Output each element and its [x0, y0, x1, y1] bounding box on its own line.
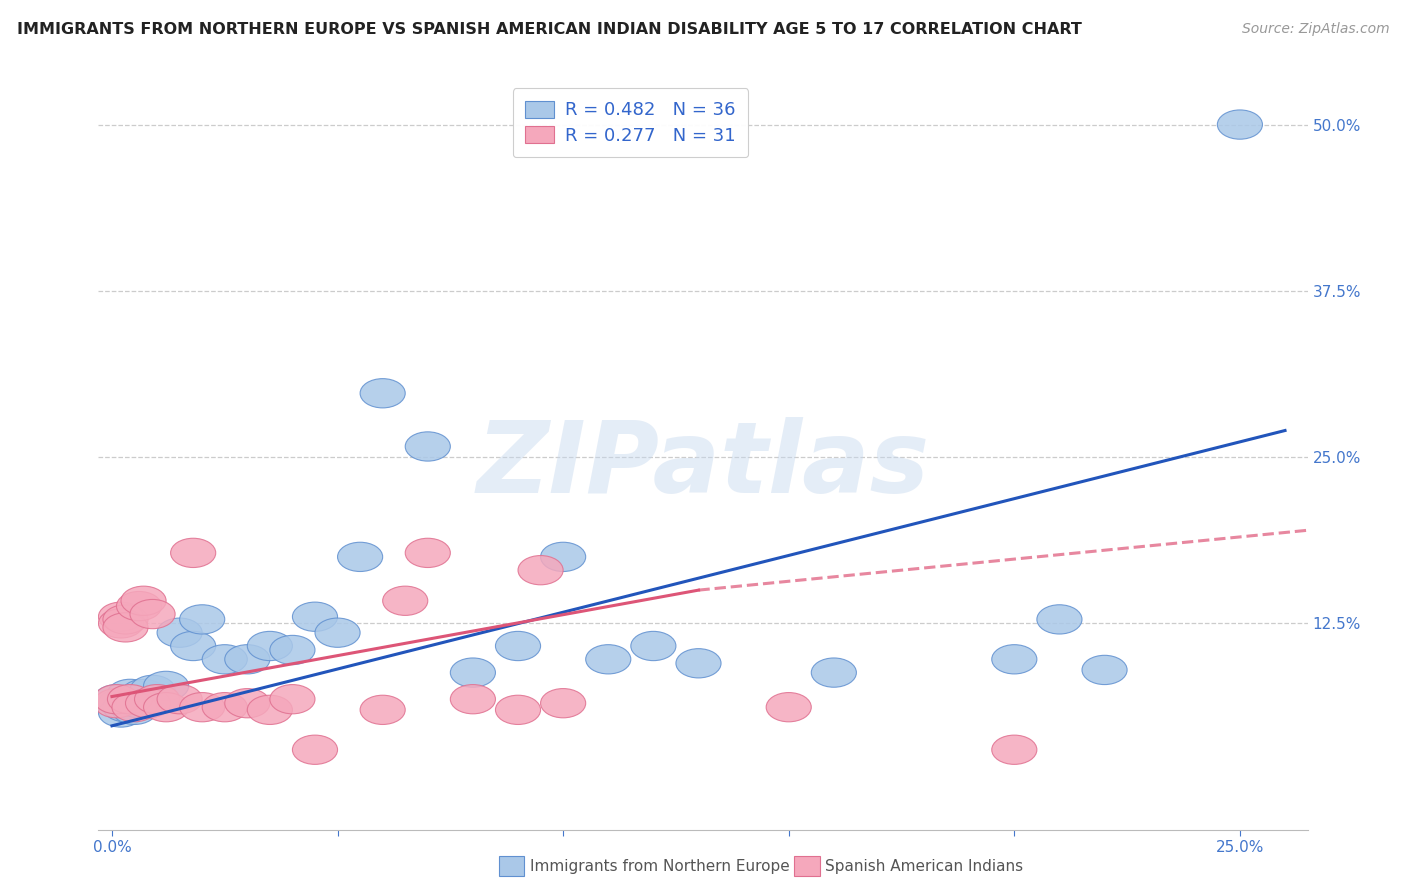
Text: Spanish American Indians: Spanish American Indians: [825, 859, 1024, 873]
Ellipse shape: [129, 599, 176, 629]
Ellipse shape: [94, 689, 139, 718]
Ellipse shape: [991, 645, 1036, 674]
Ellipse shape: [517, 556, 564, 585]
Text: ZIPatlas: ZIPatlas: [477, 417, 929, 514]
Ellipse shape: [129, 675, 176, 705]
Ellipse shape: [766, 692, 811, 722]
Ellipse shape: [112, 695, 157, 724]
Ellipse shape: [98, 698, 143, 727]
Ellipse shape: [117, 689, 162, 718]
Ellipse shape: [1218, 110, 1263, 139]
Ellipse shape: [98, 689, 143, 718]
Ellipse shape: [103, 605, 148, 634]
Ellipse shape: [292, 735, 337, 764]
Ellipse shape: [170, 632, 215, 661]
Ellipse shape: [225, 645, 270, 674]
Ellipse shape: [270, 635, 315, 665]
Ellipse shape: [811, 658, 856, 687]
Ellipse shape: [98, 608, 143, 638]
Ellipse shape: [292, 602, 337, 632]
Ellipse shape: [112, 692, 157, 722]
Ellipse shape: [94, 684, 139, 714]
Ellipse shape: [382, 586, 427, 615]
Ellipse shape: [135, 684, 180, 714]
Ellipse shape: [225, 689, 270, 718]
Ellipse shape: [540, 542, 586, 572]
Ellipse shape: [405, 538, 450, 567]
Ellipse shape: [107, 684, 153, 714]
Ellipse shape: [247, 695, 292, 724]
Ellipse shape: [157, 684, 202, 714]
Ellipse shape: [270, 684, 315, 714]
Ellipse shape: [135, 684, 180, 714]
Ellipse shape: [103, 613, 148, 642]
Ellipse shape: [405, 432, 450, 461]
Ellipse shape: [631, 632, 676, 661]
Ellipse shape: [360, 695, 405, 724]
Ellipse shape: [1083, 656, 1128, 684]
Ellipse shape: [157, 618, 202, 648]
Ellipse shape: [98, 602, 143, 632]
Ellipse shape: [170, 538, 215, 567]
Text: Immigrants from Northern Europe: Immigrants from Northern Europe: [530, 859, 790, 873]
Ellipse shape: [337, 542, 382, 572]
Legend: R = 0.482   N = 36, R = 0.277   N = 31: R = 0.482 N = 36, R = 0.277 N = 31: [513, 88, 748, 157]
Ellipse shape: [107, 679, 153, 708]
Ellipse shape: [450, 658, 495, 687]
Ellipse shape: [360, 378, 405, 408]
Ellipse shape: [315, 618, 360, 648]
Text: Source: ZipAtlas.com: Source: ZipAtlas.com: [1241, 22, 1389, 37]
Ellipse shape: [202, 692, 247, 722]
Ellipse shape: [495, 632, 540, 661]
Ellipse shape: [94, 684, 139, 714]
Ellipse shape: [180, 692, 225, 722]
Ellipse shape: [1036, 605, 1083, 634]
Ellipse shape: [125, 689, 170, 718]
Ellipse shape: [121, 586, 166, 615]
Ellipse shape: [125, 689, 170, 718]
Ellipse shape: [247, 632, 292, 661]
Ellipse shape: [540, 689, 586, 718]
Ellipse shape: [676, 648, 721, 678]
Ellipse shape: [143, 692, 188, 722]
Ellipse shape: [117, 591, 162, 621]
Ellipse shape: [991, 735, 1036, 764]
Ellipse shape: [586, 645, 631, 674]
Ellipse shape: [450, 684, 495, 714]
Ellipse shape: [121, 679, 166, 708]
Ellipse shape: [103, 692, 148, 722]
Ellipse shape: [180, 605, 225, 634]
Ellipse shape: [202, 645, 247, 674]
Text: IMMIGRANTS FROM NORTHERN EUROPE VS SPANISH AMERICAN INDIAN DISABILITY AGE 5 TO 1: IMMIGRANTS FROM NORTHERN EUROPE VS SPANI…: [17, 22, 1081, 37]
Ellipse shape: [143, 672, 188, 700]
Ellipse shape: [107, 684, 153, 714]
Ellipse shape: [495, 695, 540, 724]
